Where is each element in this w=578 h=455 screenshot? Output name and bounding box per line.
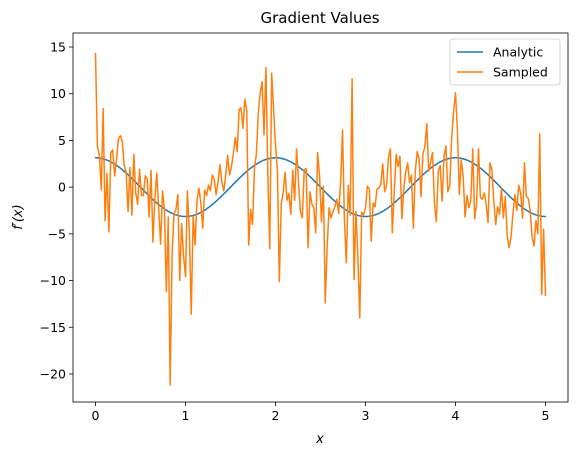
x-tick-label: 0: [92, 408, 100, 423]
y-tick-label: −20: [40, 366, 66, 381]
legend-box: [449, 38, 561, 86]
x-tick-label: 4: [452, 408, 460, 423]
x-tick-label: 5: [542, 408, 550, 423]
y-tick-label: 5: [58, 133, 66, 148]
y-tick-label: 0: [58, 180, 66, 195]
y-tick-label: 10: [50, 86, 66, 101]
x-axis-label: x: [315, 432, 324, 447]
y-tick-label: −10: [40, 273, 66, 288]
y-axis-label: f′(x): [11, 204, 26, 229]
x-tick-label: 1: [182, 408, 190, 423]
series-layer: [94, 52, 547, 386]
y-tick-label: 15: [50, 40, 66, 55]
legend-label: Analytic: [493, 45, 543, 60]
tick-marks: 0 1 2 3 4 5 15 10 5 0 −5 −10 −15 −20: [40, 40, 550, 423]
series-line-sampled: [94, 52, 547, 386]
axes-frame: [72, 32, 569, 403]
chart-title: Gradient Values: [260, 9, 379, 27]
legend-label: Sampled: [493, 65, 548, 80]
x-tick-label: 2: [272, 408, 280, 423]
legend: Analytic Sampled: [449, 38, 561, 86]
x-tick-label: 3: [362, 408, 370, 423]
y-tick-label: −5: [48, 226, 66, 241]
plot-background: [73, 33, 568, 402]
axes-spines: [72, 32, 569, 403]
plot-area: [73, 33, 568, 402]
y-tick-label: −15: [40, 320, 66, 335]
